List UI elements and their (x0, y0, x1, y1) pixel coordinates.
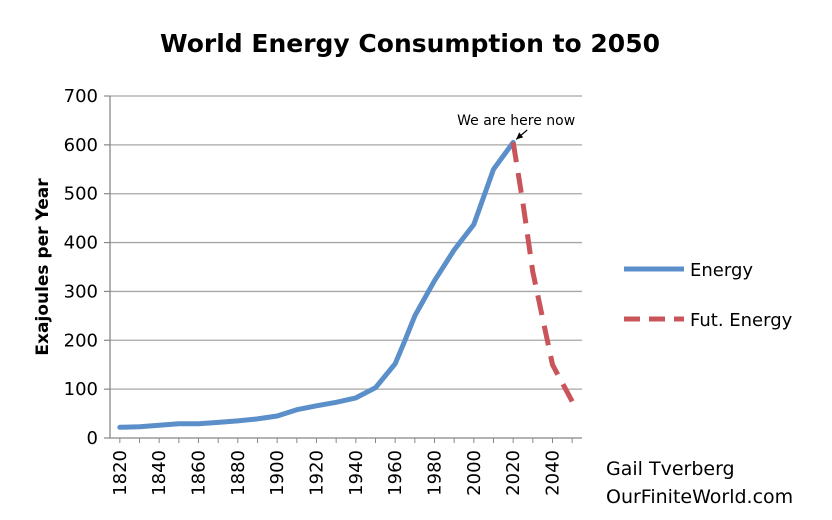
y-tick-label: 0 (87, 428, 98, 449)
x-tick-label: 1940 (346, 450, 367, 496)
y-tick-label: 100 (64, 379, 98, 400)
y-tick-label: 400 (64, 233, 98, 254)
legend: Energy Fut. Energy (624, 260, 793, 331)
y-tick-label: 700 (64, 86, 98, 107)
x-tick-label: 1860 (189, 450, 210, 496)
x-tick-label: 2020 (503, 450, 524, 496)
y-axis-label: Exajoules per Year (33, 178, 53, 356)
legend-label-fut-energy: Fut. Energy (690, 310, 793, 331)
axes (109, 96, 582, 443)
chart-title: World Energy Consumption to 2050 (160, 29, 660, 58)
series-layer (117, 139, 575, 430)
y-tick-label: 600 (64, 135, 98, 156)
annotation: We are here now (457, 113, 575, 140)
x-tick-label: 1980 (425, 450, 446, 496)
y-tick-label: 200 (64, 330, 98, 351)
legend-label-energy: Energy (690, 260, 753, 281)
x-tick-label: 2000 (464, 450, 485, 496)
credit-site: OurFiniteWorld.com (606, 486, 793, 508)
x-tick-label: 1920 (307, 450, 328, 496)
x-tick-label: 1900 (267, 450, 288, 496)
y-tick-label: 500 (64, 184, 98, 205)
x-tick-label: 1960 (385, 450, 406, 496)
series-line-fut-energy (510, 142, 575, 403)
x-tick-label: 2040 (543, 450, 564, 496)
y-tick-label: 300 (64, 281, 98, 302)
annotation-text: We are here now (457, 113, 575, 129)
grid (104, 95, 582, 439)
y-tick-labels: 0 100 200 300 400 500 600 700 (64, 86, 98, 449)
annotation-arrowhead (516, 132, 524, 140)
x-tick-labels: 1820 1840 1860 1880 1900 1920 1940 1960 1980 2000… (110, 450, 564, 496)
x-tick-label: 1880 (228, 450, 249, 496)
x-tick-label: 1840 (149, 450, 170, 496)
credit-author: Gail Tverberg (606, 458, 735, 480)
x-tick-label: 1820 (110, 450, 131, 496)
series-line-energy (117, 139, 516, 430)
